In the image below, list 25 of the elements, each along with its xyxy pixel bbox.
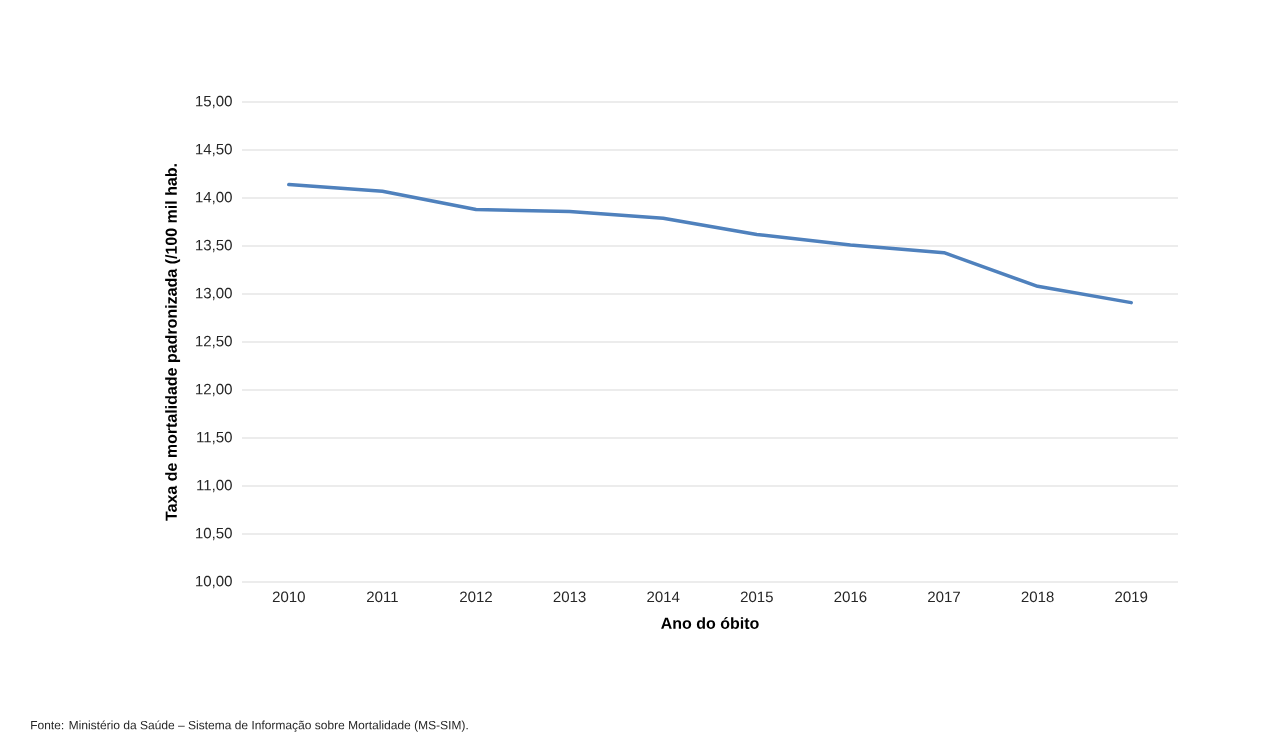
y-tick-label: 14,00 xyxy=(196,191,232,205)
source-note: Fonte: Ministério da Saúde – Sistema de Informação sobre Mortalidade (MS-SIM). xyxy=(31,720,468,732)
x-tick-label: 2013 xyxy=(553,591,586,603)
y-tick-label: 14,50 xyxy=(196,143,232,157)
x-axis-title: Ano do óbito xyxy=(661,617,759,629)
x-tick-label: 2014 xyxy=(647,591,680,603)
x-tick-label: 2017 xyxy=(928,591,960,603)
x-tick-label: 2015 xyxy=(740,591,773,603)
y-tick-label: 10,00 xyxy=(196,575,232,589)
y-tick-label: 12,00 xyxy=(196,383,232,397)
y-tick-label: 10,50 xyxy=(196,527,232,541)
x-tick-label: 2011 xyxy=(367,591,398,603)
y-axis-title: Taxa de mortalidade padronizada (/100 mil hab. xyxy=(165,164,181,521)
y-tick-label: 13,50 xyxy=(196,239,232,253)
x-tick-label: 2016 xyxy=(834,591,867,603)
y-tick-label: 11,00 xyxy=(197,479,232,493)
x-tick-label: 2018 xyxy=(1021,591,1054,603)
x-tick-label: 2019 xyxy=(1115,591,1148,603)
x-tick-label: 2010 xyxy=(272,591,305,603)
line-series xyxy=(287,182,1133,305)
y-tick-label: 13,00 xyxy=(196,287,232,301)
y-tick-label: 12,50 xyxy=(196,335,232,349)
y-tick-label: 11,50 xyxy=(197,431,232,445)
x-tick-label: 2012 xyxy=(460,591,492,603)
y-tick-label: 15,00 xyxy=(196,95,232,109)
